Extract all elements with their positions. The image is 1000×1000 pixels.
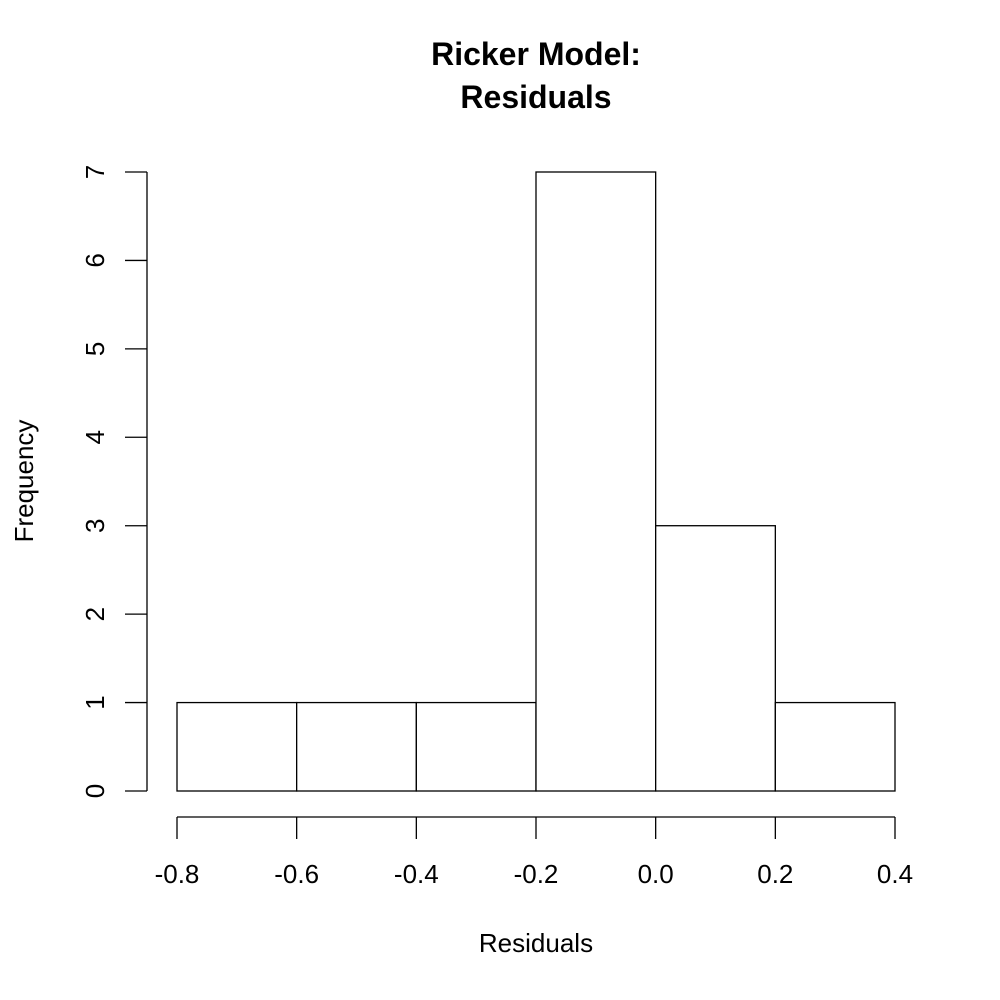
y-tick-label: 3: [80, 518, 110, 532]
y-tick-label: 5: [80, 342, 110, 356]
y-tick-label: 4: [80, 430, 110, 444]
histogram-bar: [415, 701, 537, 792]
x-tick-label: 0.0: [638, 859, 674, 889]
histogram-bar: [176, 701, 298, 792]
x-tick-label: -0.4: [394, 859, 439, 889]
y-tick-label: 0: [80, 784, 110, 798]
y-axis-label: Frequency: [9, 420, 39, 543]
y-tick-label: 6: [80, 253, 110, 267]
x-axis-label: Residuals: [479, 928, 593, 958]
x-tick-label: -0.2: [514, 859, 559, 889]
x-tick-label: 0.2: [757, 859, 793, 889]
histogram-bar: [535, 171, 657, 792]
chart-title-line-2: Residuals: [460, 79, 611, 115]
histogram-bar: [655, 525, 776, 792]
histogram-bars: [176, 171, 896, 792]
chart-title-line-1: Ricker Model:: [431, 36, 641, 72]
histogram-bar: [296, 701, 417, 792]
histogram-bar: [774, 701, 896, 792]
x-tick-label: -0.8: [155, 859, 200, 889]
x-tick-label: 0.4: [877, 859, 913, 889]
y-tick-label: 1: [80, 695, 110, 709]
y-tick-label: 7: [80, 165, 110, 179]
y-axis: 0 1 2 3 4 5 6 7: [80, 165, 148, 798]
x-tick-label: -0.6: [274, 859, 319, 889]
y-tick-label: 2: [80, 607, 110, 621]
x-axis: -0.8 -0.6 -0.4 -0.2 0.0 0.2 0.4: [155, 816, 913, 889]
